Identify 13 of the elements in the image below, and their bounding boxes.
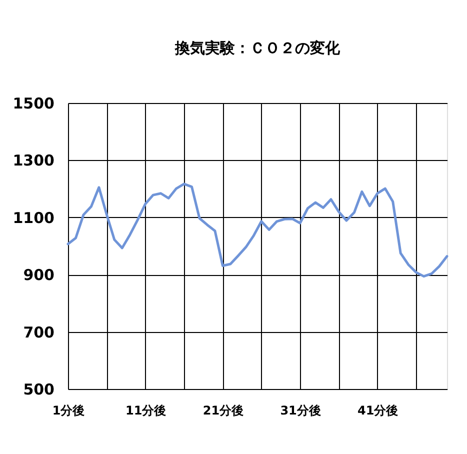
x-tick-label: 21分後 — [202, 404, 244, 418]
x-tick-label: 1分後 — [52, 404, 85, 418]
x-tick-label: 31分後 — [280, 404, 321, 418]
y-tick-label: 700 — [23, 323, 54, 342]
x-tick-label: 11分後 — [125, 404, 166, 418]
y-tick-label: 1100 — [12, 208, 54, 227]
y-tick-label: 900 — [23, 266, 54, 284]
x-tick-label: 41分後 — [358, 404, 398, 418]
y-tick-label: 500 — [23, 380, 54, 398]
y-tick-label: 1300 — [12, 152, 54, 170]
line-series — [66, 182, 448, 278]
chart-title: 換気実験：ＣＯ２の変化 — [174, 39, 341, 57]
y-tick-label: 1500 — [12, 94, 54, 112]
